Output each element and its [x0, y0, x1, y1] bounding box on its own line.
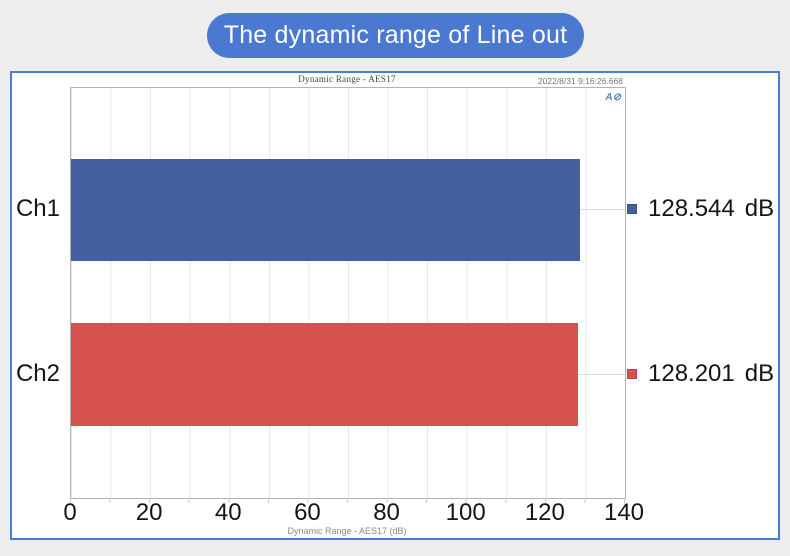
value-label-ch2: 128.201 dB [648, 360, 774, 388]
x-tick-label: 40 [214, 499, 242, 526]
x-tick-label: 120 [524, 499, 565, 526]
value-unit: dB [744, 195, 775, 222]
x-tick-label: 60 [294, 499, 321, 526]
ap-logo-icon: A⊘ [605, 92, 621, 103]
x-tick-label: 100 [445, 499, 486, 526]
measurement-window: Dynamic Range - AES17 2022/8/31 9:16:26.… [10, 71, 780, 540]
category-label-ch2: Ch2 [15, 360, 60, 387]
window-title: Dynamic Range - AES17 [298, 74, 396, 84]
value-number: 128.544 [648, 195, 735, 222]
bar [71, 323, 579, 426]
timestamp: 2022/8/31 9:16:26.668 [537, 76, 623, 86]
title-banner: The dynamic range of Line out [207, 13, 584, 58]
plot-area: A⊘ [70, 87, 626, 499]
x-axis-title: Dynamic Range - AES17 (dB) [287, 526, 407, 536]
x-axis-minor-ticks [70, 498, 625, 503]
x-tick-label: 140 [603, 499, 645, 526]
legend-marker [627, 204, 637, 214]
category-label-ch1: Ch1 [15, 195, 60, 222]
value-unit: dB [744, 360, 775, 387]
x-tick-label: 20 [135, 499, 163, 526]
x-tick-label: 0 [63, 499, 77, 526]
value-label-ch1: 128.544 dB [648, 195, 774, 223]
value-number: 128.201 [648, 360, 735, 387]
legend-marker [627, 369, 637, 379]
title-banner-label: The dynamic range of Line out [223, 21, 568, 49]
bar [71, 159, 580, 261]
x-tick-label: 80 [373, 499, 400, 526]
